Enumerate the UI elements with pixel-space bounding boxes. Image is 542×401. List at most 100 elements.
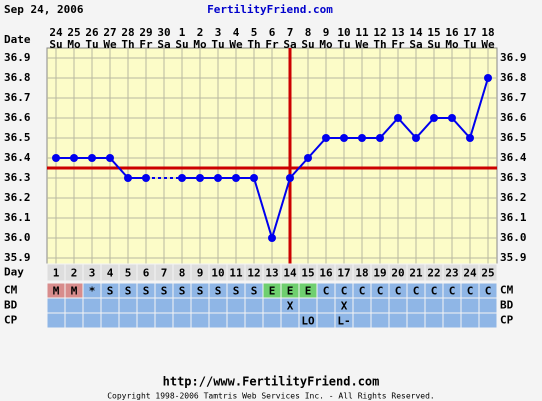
cm-cell-text: S [251, 285, 258, 298]
weekday-label: Tu [211, 38, 224, 51]
y-tick-label-right: 36.7 [500, 91, 527, 104]
row-cell [316, 297, 336, 314]
date-label: 9 [323, 26, 330, 39]
days-cell-text: 3 [89, 267, 96, 280]
cm-cell-text: C [359, 285, 366, 298]
days-cell-text: 4 [107, 267, 114, 280]
cp-cell-text: L- [337, 315, 350, 328]
cm-cell-text: C [341, 285, 348, 298]
date-label: 16 [445, 26, 459, 39]
row-cell [154, 297, 174, 314]
temperature-point [394, 114, 402, 122]
days-cell-text: 20 [391, 267, 404, 280]
weekday-label: Tu [337, 38, 350, 51]
cm-cell-text: S [125, 285, 132, 298]
date-label: 7 [287, 26, 294, 39]
row-cell [136, 312, 156, 329]
row-cell [136, 297, 156, 314]
row-cell [478, 312, 498, 329]
days-cell-text: 10 [211, 267, 224, 280]
y-tick-label: 36.1 [4, 211, 31, 224]
weekday-label: Mo [445, 38, 459, 51]
temperature-point [484, 74, 492, 82]
row-cell [190, 312, 210, 329]
row-cell [244, 312, 264, 329]
days-cell-text: 12 [247, 267, 260, 280]
temperature-point [430, 114, 438, 122]
date-label: 8 [305, 26, 312, 39]
row-cell [298, 297, 318, 314]
cm-cell-text: E [269, 285, 276, 298]
days-cell-text: 1 [53, 267, 60, 280]
row-cell [208, 297, 228, 314]
date-label: 18 [481, 26, 494, 39]
temperature-point [196, 174, 204, 182]
y-tick-label-right: 36.0 [500, 231, 527, 244]
y-tick-label: 36.0 [4, 231, 31, 244]
row-cell [316, 312, 336, 329]
temperature-point [448, 114, 456, 122]
cm-cell-text: S [197, 285, 204, 298]
weekday-label: Th [121, 38, 134, 51]
row-cell [172, 312, 192, 329]
row-cell [478, 263, 498, 282]
temperature-point [70, 154, 78, 162]
date-row-label: Date [4, 33, 31, 46]
temperature-point [286, 174, 294, 182]
row-cell [226, 297, 246, 314]
weekday-label: Su [301, 38, 314, 51]
cm-cell-text: C [377, 285, 384, 298]
weekday-label: Sa [157, 38, 170, 51]
cm-cell-text: S [107, 285, 114, 298]
temperature-point [52, 154, 60, 162]
cm-cell-text: C [485, 285, 492, 298]
date-label: 17 [463, 26, 476, 39]
footer-url: http://www.FertilityFriend.com [163, 375, 380, 389]
days-cell-text: 18 [355, 267, 368, 280]
y-tick-label: 36.8 [4, 71, 31, 84]
temperature-point [376, 134, 384, 142]
y-tick-label-right: 36.4 [500, 151, 527, 164]
weekday-label: We [355, 38, 369, 51]
site-title: FertilityFriend.com [207, 3, 333, 16]
temperature-point [124, 174, 132, 182]
row-cell [424, 312, 444, 329]
days-cell-text: 25 [481, 267, 494, 280]
days-cell-text: 16 [319, 267, 333, 280]
row-label: Day [4, 266, 24, 279]
days-cell-text: 14 [283, 267, 297, 280]
temperature-point [358, 134, 366, 142]
row-cell [406, 312, 426, 329]
temperature-point [178, 174, 186, 182]
temperature-point [250, 174, 258, 182]
cm-cell-text: S [215, 285, 222, 298]
row-cell [64, 297, 84, 314]
cm-cell-text: E [305, 285, 312, 298]
date-label: 4 [233, 26, 240, 39]
weekday-label: Tu [85, 38, 98, 51]
y-tick-label-right: 36.3 [500, 171, 527, 184]
row-cell [244, 297, 264, 314]
weekday-label: Fr [265, 38, 279, 51]
row-cell [406, 297, 426, 314]
row-cell [442, 297, 462, 314]
cm-cell-text: C [449, 285, 456, 298]
days-cell-text: 5 [125, 267, 132, 280]
row-cell [82, 297, 102, 314]
temperature-point [412, 134, 420, 142]
footer-copyright: Copyright 1998-2006 Tamtris Web Services… [107, 392, 435, 401]
row-label-right: BD [500, 299, 514, 312]
y-tick-label: 36.6 [4, 111, 31, 124]
weekday-label: Su [427, 38, 440, 51]
row-cell [352, 297, 372, 314]
days-cell-text: 11 [229, 267, 243, 280]
row-cell [460, 297, 480, 314]
y-tick-label-right: 36.2 [500, 191, 527, 204]
row-cell [352, 312, 372, 329]
weekday-label: Su [49, 38, 62, 51]
y-tick-label: 35.9 [4, 251, 31, 264]
cm-cell-text: M [53, 285, 60, 298]
y-tick-label: 36.2 [4, 191, 31, 204]
weekday-label: Fr [139, 38, 153, 51]
